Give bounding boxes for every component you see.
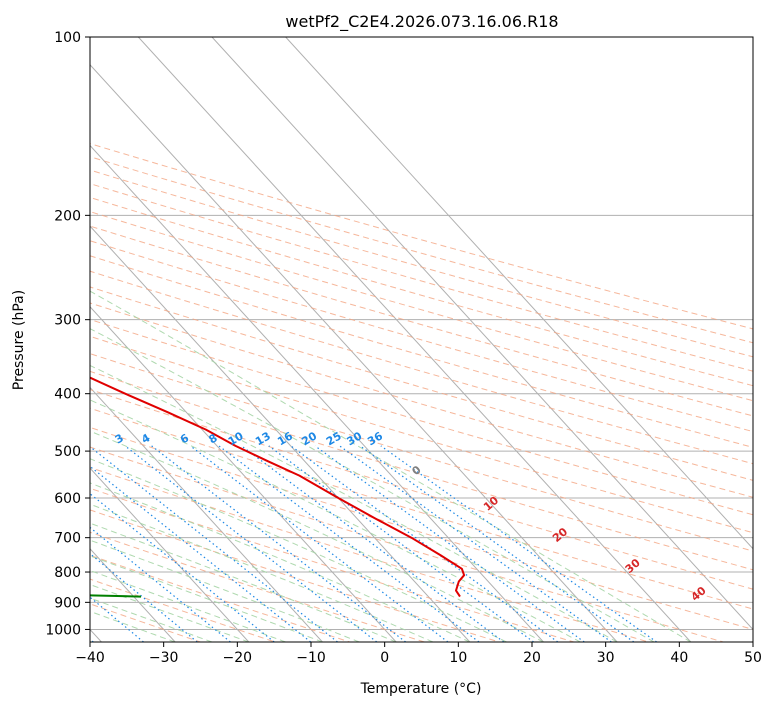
- plot-area: 0.10.20.40.611.52346810131620253036-100-…: [90, 37, 753, 642]
- mixing-ratio-line: [90, 445, 338, 642]
- dry-adiabat-line: [90, 353, 753, 552]
- dry-adiabat-line: [90, 286, 753, 481]
- x-tick-label: 0: [380, 650, 389, 666]
- isotherm-line: [211, 37, 753, 631]
- mixing-ratio-line: [241, 445, 505, 642]
- isotherm-line: [90, 306, 397, 642]
- y-tick-label: 100: [54, 30, 81, 46]
- x-tick-label: 30: [597, 650, 615, 666]
- y-axis-ticks: 100 200 300 400 500 600 700 800 900 1000: [45, 30, 90, 638]
- x-axis-ticks: −40 −30 −20 −10 0 10 20 30 40 50: [75, 642, 762, 666]
- x-tick-label: 20: [523, 650, 541, 666]
- y-axis-label: Pressure (hPa): [11, 290, 27, 390]
- moist-adiabat-line: [90, 328, 655, 642]
- mixing-ratio-line: [90, 465, 312, 642]
- moist-adiabat-line: [90, 555, 323, 642]
- isotherm-line: [90, 144, 544, 642]
- dry-adiabat-line: [90, 270, 753, 465]
- dry-adiabat-line: [90, 211, 753, 402]
- temperature-profile-line: [90, 376, 466, 598]
- moist-adiabat-lines: [90, 290, 692, 642]
- isotherm-line: [90, 467, 250, 642]
- dry-adiabat-line: [90, 487, 574, 642]
- y-tick-label: 300: [54, 313, 81, 329]
- moist-adiabat-line: [90, 364, 618, 642]
- isotherm-line: [90, 64, 618, 642]
- y-tick-label: 600: [54, 491, 81, 507]
- isotherm-line: [90, 386, 323, 642]
- mixing-ratio-line: [314, 445, 585, 642]
- mixing-ratio-line: [90, 596, 144, 642]
- isotherm-line: [90, 225, 471, 642]
- chart-title: wetPf2_C2E4.2026.073.16.06.R18: [285, 12, 558, 32]
- dry-adiabat-lines: [90, 143, 753, 642]
- moist-adiabat-line: [90, 584, 249, 642]
- dry-adiabat-line: [90, 183, 753, 372]
- y-tick-label: 900: [54, 595, 81, 611]
- x-tick-label: 40: [670, 650, 688, 666]
- x-axis-label: Temperature (°C): [360, 681, 482, 697]
- y-tick-label: 700: [54, 531, 81, 547]
- dry-adiabat-line: [90, 426, 753, 630]
- moist-adiabat-line: [90, 539, 360, 642]
- moist-adiabat-line: [90, 570, 286, 642]
- mixing-ratio-line: [268, 445, 534, 642]
- y-tick-label: 400: [54, 387, 81, 403]
- x-tick-label: −20: [223, 650, 253, 666]
- sounding-profiles: [90, 376, 466, 598]
- y-tick-label: 800: [54, 565, 81, 581]
- dry-adiabat-line: [90, 156, 753, 344]
- mixing-ratio-line: [339, 445, 612, 642]
- mixing-ratio-line: [124, 445, 378, 642]
- isotherm-line: [137, 37, 692, 642]
- x-tick-label: −10: [296, 650, 326, 666]
- y-tick-label: 500: [54, 444, 81, 460]
- mixing-ratio-line: [290, 445, 559, 642]
- moist-adiabat-line: [90, 430, 544, 642]
- moist-adiabat-line: [90, 482, 471, 642]
- dry-adiabat-line: [90, 407, 753, 610]
- x-tick-label: 10: [449, 650, 467, 666]
- isotherm-lines: [90, 37, 753, 642]
- plot-frame: [89, 36, 754, 643]
- mixing-ratio-lines: [90, 445, 657, 642]
- moist-adiabat-line: [90, 290, 692, 642]
- dry-adiabat-line: [90, 318, 753, 516]
- y-tick-label: 1000: [45, 622, 81, 638]
- pressure-gridlines: [90, 37, 753, 630]
- x-tick-label: 50: [744, 650, 762, 666]
- x-tick-label: −40: [75, 650, 105, 666]
- mixing-ratio-line: [218, 445, 480, 642]
- x-tick-label: −30: [149, 650, 179, 666]
- dry-adiabat-line: [90, 240, 753, 433]
- moist-adiabat-line: [90, 597, 213, 642]
- y-tick-label: 200: [54, 208, 81, 224]
- isotherm-line: [285, 37, 753, 550]
- dry-adiabat-line: [90, 466, 649, 642]
- dry-adiabat-line: [90, 531, 425, 642]
